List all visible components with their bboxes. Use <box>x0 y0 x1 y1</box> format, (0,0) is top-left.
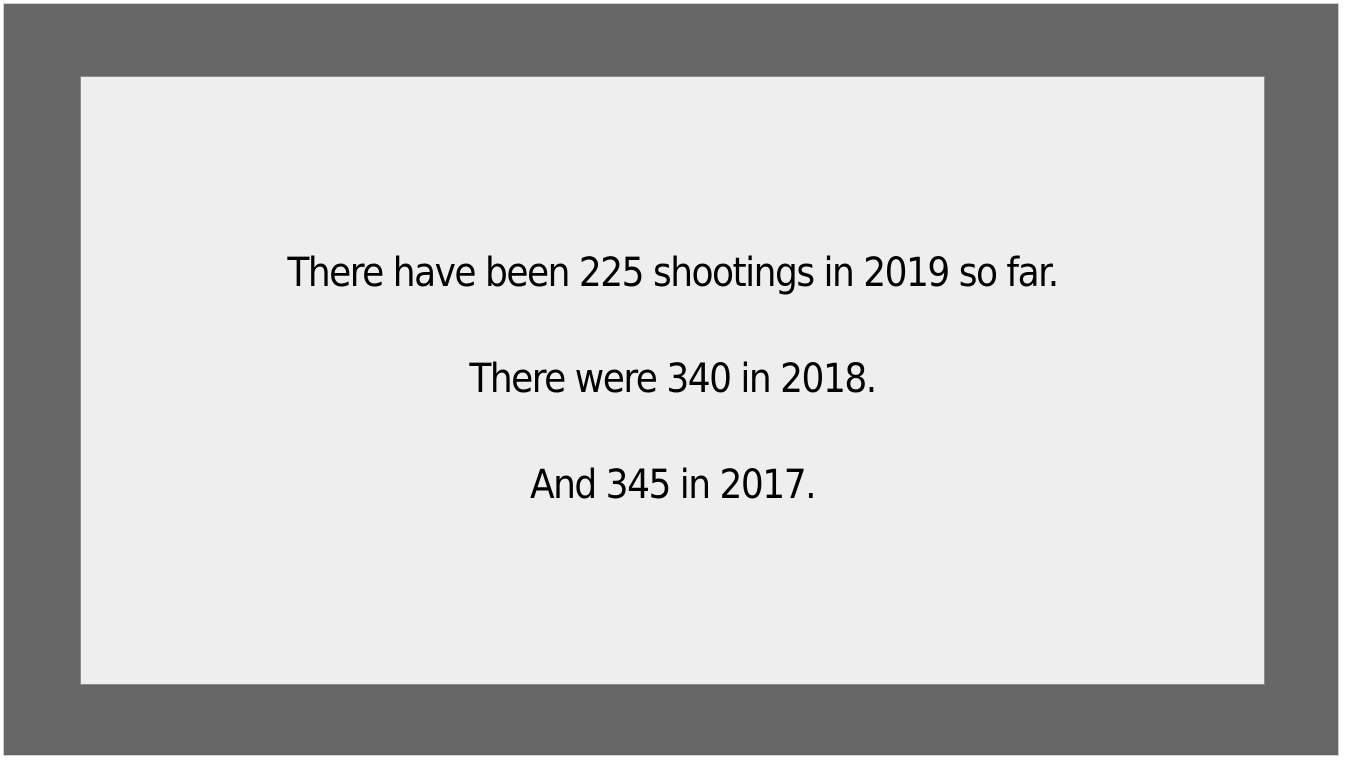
slide-frame: There have been 225 shootings in 2019 so… <box>3 3 1339 756</box>
slide-text-line-1: There have been 225 shootings in 2019 so… <box>287 250 1059 296</box>
slide-content: There have been 225 shootings in 2019 so… <box>80 76 1265 685</box>
slide-text-line-2: There were 340 in 2018. <box>469 356 877 402</box>
slide-text-line-3: And 345 in 2017. <box>529 462 817 508</box>
